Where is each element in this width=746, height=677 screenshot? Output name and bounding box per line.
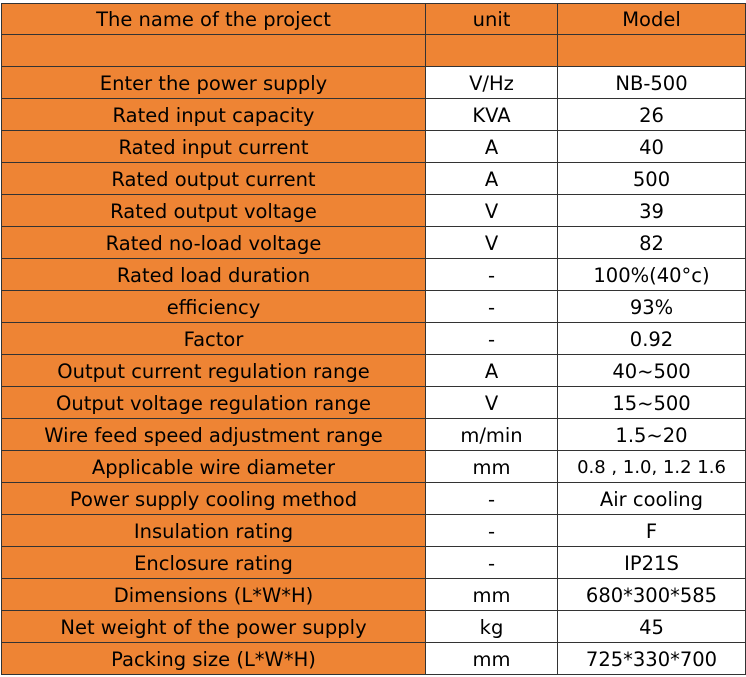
row-name: efficiency (1, 290, 426, 323)
row-unit: A (425, 130, 558, 163)
row-unit: mm (425, 642, 558, 675)
row-model: 45 (557, 610, 746, 643)
row-model: Air cooling (557, 482, 746, 515)
table-row: Dimensions (L*W*H) mm 680*300*585 (1, 578, 746, 611)
table-row: Rated input capacity KVA 26 (1, 98, 746, 131)
row-name: Rated input current (1, 130, 426, 163)
table-row: Packing size (L*W*H) mm 725*330*700 (1, 642, 746, 675)
row-unit: KVA (425, 98, 558, 131)
row-unit: V (425, 226, 558, 259)
row-name: Factor (1, 322, 426, 355)
row-name: Dimensions (L*W*H) (1, 578, 426, 611)
table-row: Output voltage regulation range V 15~500 (1, 386, 746, 419)
table-row: Net weight of the power supply kg 45 (1, 610, 746, 643)
row-model: 680*300*585 (557, 578, 746, 611)
table-row: Rated input current A 40 (1, 130, 746, 163)
row-name: Insulation rating (1, 514, 426, 547)
table-row: Output current regulation range A 40~500 (1, 354, 746, 387)
row-unit: mm (425, 450, 558, 483)
row-unit: - (425, 482, 558, 515)
table-header-row: The name of the project unit Model (1, 3, 746, 35)
row-unit: A (425, 354, 558, 387)
row-model: 0.92 (557, 322, 746, 355)
table-row: Enter the power supply V/Hz NB-500 (1, 66, 746, 99)
row-unit: V (425, 194, 558, 227)
row-unit: kg (425, 610, 558, 643)
row-name: Power supply cooling method (1, 482, 426, 515)
table-row: Power supply cooling method - Air coolin… (1, 482, 746, 515)
row-model: IP21S (557, 546, 746, 579)
row-name: Output current regulation range (1, 354, 426, 387)
row-model: F (557, 514, 746, 547)
table-row: Rated no-load voltage V 82 (1, 226, 746, 259)
table-row: Enclosure rating - IP21S (1, 546, 746, 579)
row-model: 1.5~20 (557, 418, 746, 451)
header-model: Model (557, 3, 746, 35)
row-unit: V (425, 386, 558, 419)
table-row: Rated load duration - 100%(40°c) (1, 258, 746, 291)
row-model: 500 (557, 162, 746, 195)
row-unit: m/min (425, 418, 558, 451)
blank-cell (1, 34, 426, 67)
table-row: Rated output voltage V 39 (1, 194, 746, 227)
row-name: Rated output current (1, 162, 426, 195)
row-model: 0.8 , 1.0, 1.2 1.6 (557, 450, 746, 483)
blank-row (1, 34, 746, 67)
row-model: 40~500 (557, 354, 746, 387)
row-model: 725*330*700 (557, 642, 746, 675)
table-row: Factor - 0.92 (1, 322, 746, 355)
row-name: Wire feed speed adjustment range (1, 418, 426, 451)
row-name: Packing size (L*W*H) (1, 642, 426, 675)
row-unit: - (425, 546, 558, 579)
row-model: 82 (557, 226, 746, 259)
row-name: Net weight of the power supply (1, 610, 426, 643)
blank-cell (557, 34, 746, 67)
table-row: Wire feed speed adjustment range m/min 1… (1, 418, 746, 451)
row-name: Rated input capacity (1, 98, 426, 131)
row-name: Enter the power supply (1, 66, 426, 99)
row-name: Output voltage regulation range (1, 386, 426, 419)
row-unit: V/Hz (425, 66, 558, 99)
row-model: 93% (557, 290, 746, 323)
row-model: 39 (557, 194, 746, 227)
table-row: efficiency - 93% (1, 290, 746, 323)
table-row: Applicable wire diameter mm 0.8 , 1.0, 1… (1, 450, 746, 483)
row-name: Rated load duration (1, 258, 426, 291)
row-model: 15~500 (557, 386, 746, 419)
row-name: Rated output voltage (1, 194, 426, 227)
row-unit: - (425, 322, 558, 355)
row-model: 40 (557, 130, 746, 163)
row-name: Rated no-load voltage (1, 226, 426, 259)
spec-table: The name of the project unit Model Enter… (1, 3, 746, 675)
table-row: Rated output current A 500 (1, 162, 746, 195)
row-model: NB-500 (557, 66, 746, 99)
row-unit: - (425, 514, 558, 547)
blank-cell (425, 34, 558, 67)
row-name: Enclosure rating (1, 546, 426, 579)
row-model: 26 (557, 98, 746, 131)
row-model: 100%(40°c) (557, 258, 746, 291)
row-unit: A (425, 162, 558, 195)
row-unit: - (425, 258, 558, 291)
row-name: Applicable wire diameter (1, 450, 426, 483)
header-project-name: The name of the project (1, 3, 426, 35)
row-unit: - (425, 290, 558, 323)
table-row: Insulation rating - F (1, 514, 746, 547)
header-unit: unit (425, 3, 558, 35)
row-unit: mm (425, 578, 558, 611)
